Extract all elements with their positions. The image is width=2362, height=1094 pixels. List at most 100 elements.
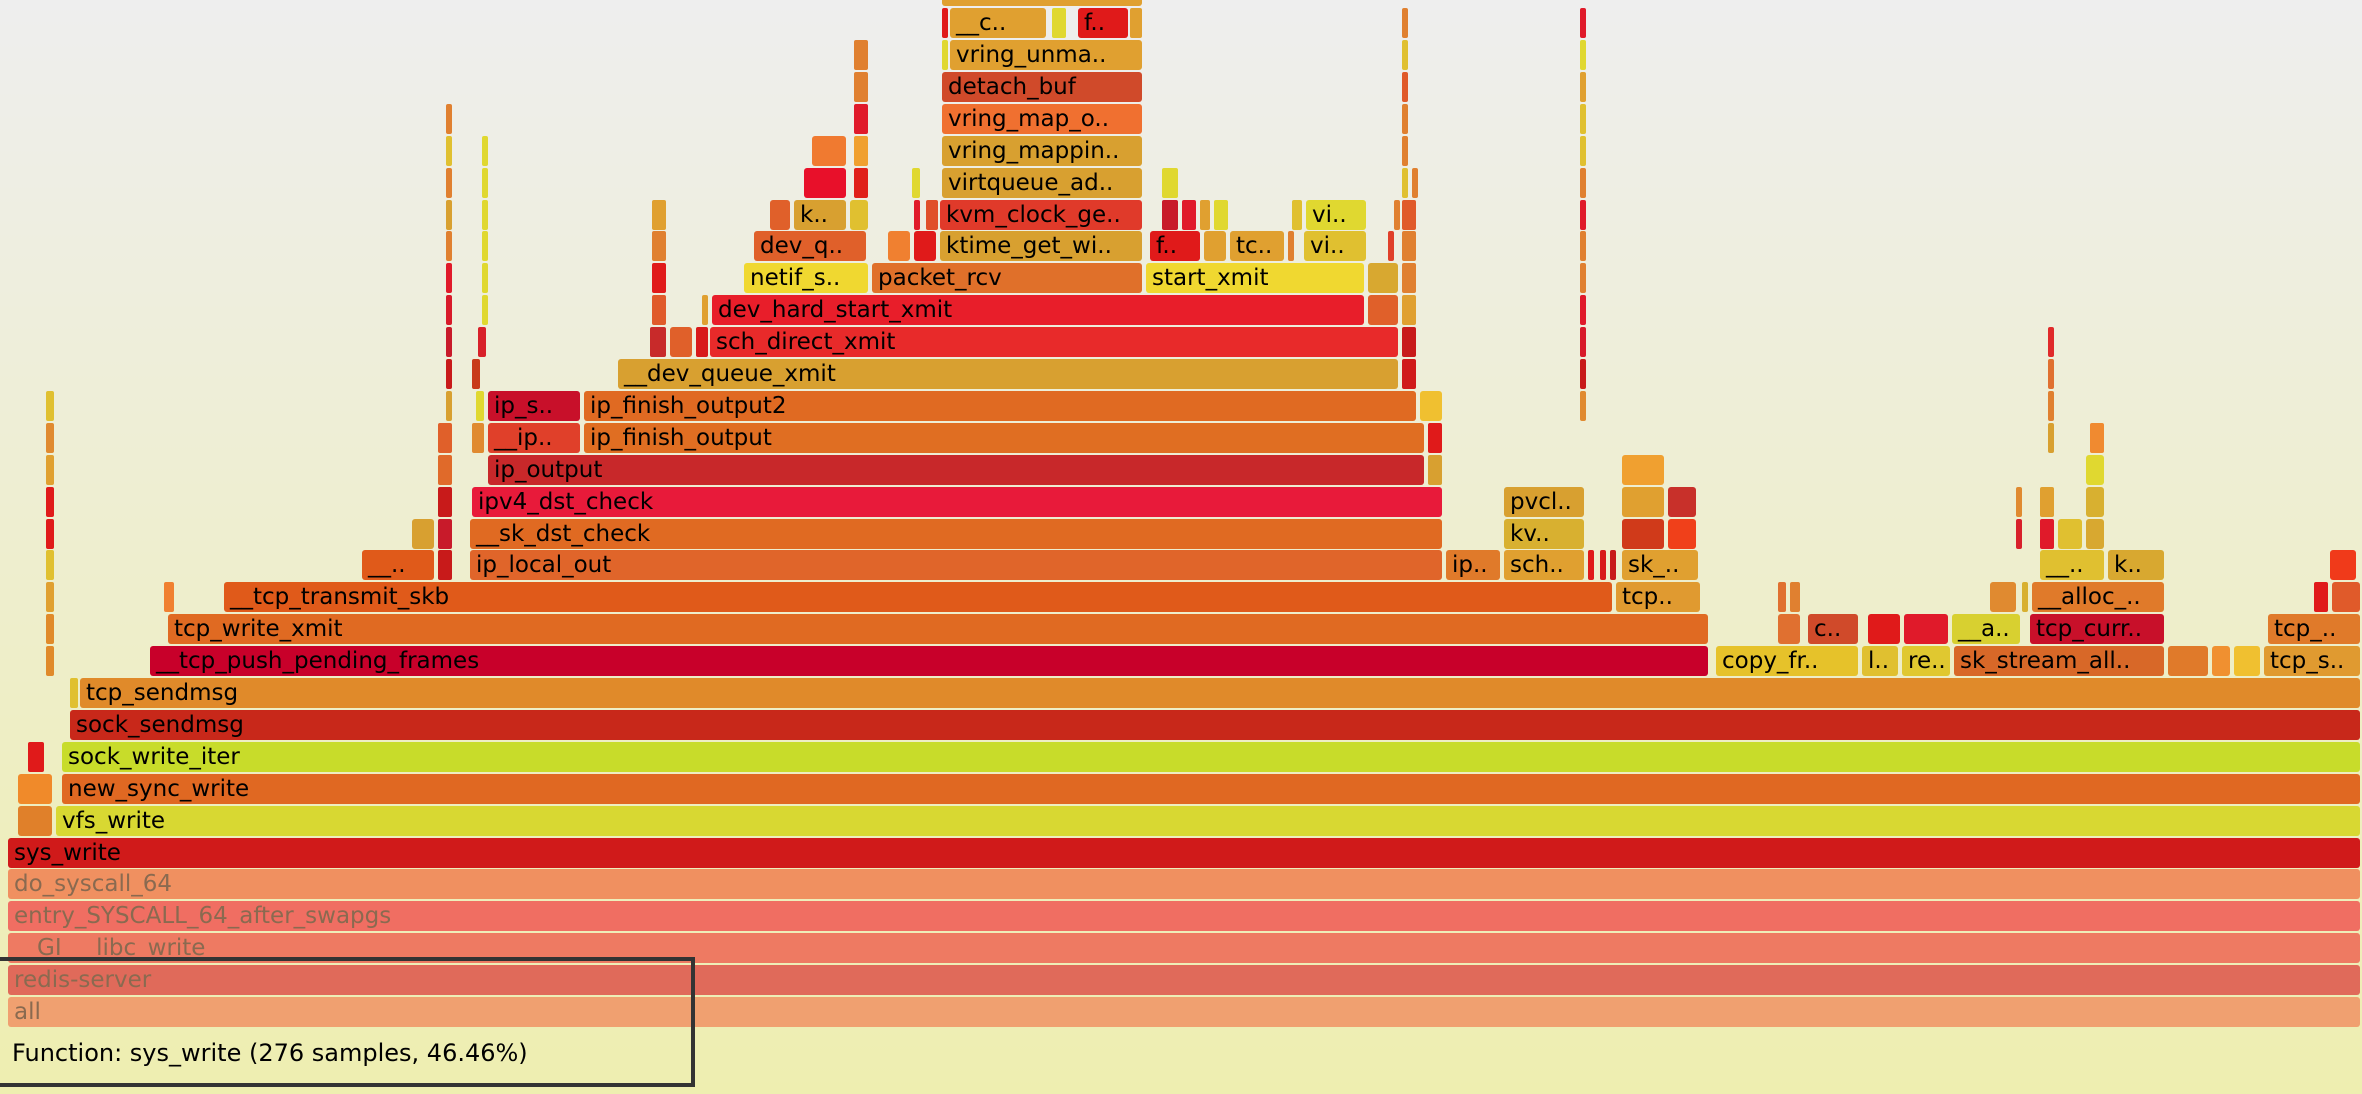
flame-frame[interactable]: tcp.. [1616, 582, 1700, 612]
flame-frame[interactable] [1052, 8, 1066, 38]
flame-frame[interactable]: sock_sendmsg [70, 710, 2360, 740]
flame-frame[interactable] [650, 327, 666, 357]
flame-frame[interactable]: __dev_queue_xmit [618, 359, 1398, 389]
flame-frame[interactable] [2016, 487, 2022, 517]
flame-frame[interactable] [478, 327, 486, 357]
flame-frame[interactable]: detach_buf [942, 72, 1142, 102]
flame-frame[interactable] [652, 200, 666, 230]
flame-frame[interactable] [652, 231, 666, 261]
flame-frame[interactable] [888, 231, 910, 261]
flame-frame[interactable] [1622, 519, 1664, 549]
flame-frame[interactable]: f.. [1078, 8, 1128, 38]
flame-frame[interactable]: dev_q.. [754, 231, 866, 261]
flame-frame[interactable] [446, 263, 452, 293]
flame-frame[interactable]: ktime_get_wi.. [940, 231, 1142, 261]
flame-frame[interactable]: __sk_dst_check [470, 519, 1442, 549]
flame-frame[interactable]: __tcp_push_pending_frames [150, 646, 1708, 676]
flame-frame[interactable] [1402, 104, 1408, 134]
flame-frame[interactable] [412, 519, 434, 549]
flame-frame[interactable] [476, 391, 484, 421]
flame-frame[interactable] [1580, 136, 1586, 166]
flame-frame[interactable] [1668, 487, 1696, 517]
flame-frame[interactable] [1368, 263, 1398, 293]
flame-frame[interactable] [2048, 359, 2054, 389]
flame-frame[interactable] [446, 391, 452, 421]
flame-frame[interactable] [2086, 455, 2104, 485]
flame-frame[interactable] [942, 40, 948, 70]
flame-frame[interactable] [46, 487, 54, 517]
flame-frame[interactable]: start_xmit [1146, 263, 1364, 293]
flame-frame[interactable]: ipv4_dst_check [472, 487, 1442, 517]
flame-frame[interactable] [942, 8, 948, 38]
flame-frame[interactable] [1580, 200, 1586, 230]
flame-frame[interactable] [1580, 168, 1586, 198]
flame-frame[interactable]: kvm_clock_ge.. [940, 200, 1142, 230]
flame-frame[interactable] [46, 455, 54, 485]
flame-frame[interactable]: sk_stream_all.. [1954, 646, 2164, 676]
flame-frame[interactable] [1214, 200, 1228, 230]
flame-frame[interactable] [2022, 582, 2028, 612]
flame-frame[interactable] [438, 550, 452, 580]
flame-frame[interactable] [28, 742, 44, 772]
flame-frame[interactable]: redis-server [8, 965, 2360, 995]
flame-frame[interactable]: sch.. [1504, 550, 1584, 580]
flame-frame[interactable] [1200, 200, 1210, 230]
flame-frame[interactable]: tcp_s.. [2264, 646, 2360, 676]
flame-frame[interactable] [438, 423, 452, 453]
flame-frame[interactable] [2058, 519, 2082, 549]
flame-frame[interactable] [2040, 519, 2054, 549]
flame-frame[interactable]: vring_mappin.. [942, 136, 1142, 166]
flame-frame[interactable] [1402, 231, 1416, 261]
flame-frame[interactable] [1402, 168, 1408, 198]
flame-frame[interactable] [1580, 8, 1586, 38]
flame-frame[interactable] [1182, 200, 1196, 230]
flame-frame[interactable] [482, 200, 488, 230]
flame-frame[interactable] [438, 519, 452, 549]
flame-frame[interactable] [1402, 327, 1416, 357]
flame-frame[interactable] [854, 136, 868, 166]
flame-frame[interactable] [2040, 487, 2054, 517]
flame-frame[interactable] [652, 263, 666, 293]
flame-frame[interactable]: tcp_write_xmit [168, 614, 1708, 644]
flame-frame[interactable] [1990, 582, 2016, 612]
flame-frame[interactable] [1292, 200, 1302, 230]
flame-frame[interactable] [46, 550, 54, 580]
flame-frame[interactable] [770, 200, 790, 230]
flame-frame[interactable] [2048, 391, 2054, 421]
flame-frame[interactable] [446, 136, 452, 166]
flame-frame[interactable]: tc.. [1230, 231, 1284, 261]
flame-frame[interactable] [1402, 136, 1408, 166]
flame-frame[interactable] [2086, 519, 2104, 549]
flame-frame[interactable] [850, 200, 868, 230]
flame-frame[interactable] [1288, 231, 1294, 261]
flame-frame[interactable]: l.. [1862, 646, 1898, 676]
flame-frame[interactable]: new_sync_write [62, 774, 2360, 804]
flame-frame[interactable] [46, 582, 54, 612]
flame-frame[interactable] [2086, 487, 2104, 517]
flame-frame[interactable] [46, 519, 54, 549]
flame-frame[interactable] [1622, 455, 1664, 485]
flame-frame[interactable]: ip_output [488, 455, 1424, 485]
flame-frame[interactable] [438, 487, 452, 517]
flame-frame[interactable] [1402, 200, 1416, 230]
flame-frame[interactable] [2168, 646, 2208, 676]
flame-frame[interactable] [46, 391, 54, 421]
flame-frame[interactable] [1412, 168, 1418, 198]
flame-frame[interactable]: __ip.. [488, 423, 580, 453]
flame-frame[interactable] [1580, 72, 1586, 102]
flame-frame[interactable] [446, 104, 452, 134]
flame-frame[interactable] [1402, 295, 1416, 325]
flame-frame[interactable] [1904, 614, 1948, 644]
flame-frame[interactable] [696, 327, 708, 357]
flame-frame[interactable] [446, 327, 452, 357]
flame-frame[interactable] [1394, 200, 1400, 230]
flame-frame[interactable] [1428, 423, 1442, 453]
flame-frame[interactable]: vi.. [1304, 231, 1366, 261]
flame-frame[interactable]: tcp_.. [2268, 614, 2360, 644]
flame-frame[interactable] [1580, 359, 1586, 389]
flame-frame[interactable] [912, 168, 920, 198]
flame-frame[interactable]: dev_hard_start_xmit [712, 295, 1364, 325]
flame-frame[interactable] [1402, 8, 1408, 38]
flame-frame[interactable] [812, 136, 846, 166]
